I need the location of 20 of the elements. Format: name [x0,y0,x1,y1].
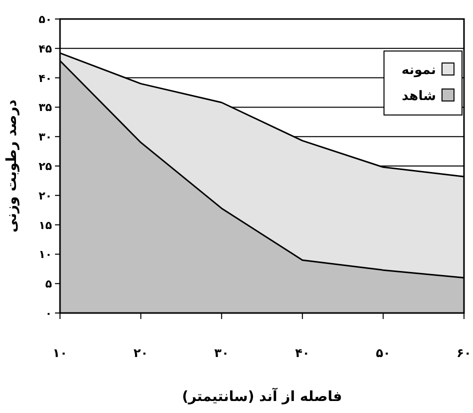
y-tick-label: ۴۵ [38,42,52,56]
legend-label: شاهد [402,89,436,104]
x-tick-label: ۲۰ [133,346,148,360]
x-tick-label: ۳۰ [214,346,229,360]
y-tick-label: ۱۵ [38,218,52,232]
y-tick-label: ۵ [45,278,52,291]
x-tick-label: ۶۰ [456,346,472,360]
y-tick-label: ۱۰ [38,248,52,262]
y-tick-label: ۲۰ [38,189,52,202]
y-tick-label: ۰ [45,307,52,320]
y-axis-title: درصد رطوبت وزنی [4,100,20,232]
y-tick-label: ۳۰ [38,130,52,144]
x-tick-label: ۵۰ [376,346,391,360]
y-tick-label: ۳۵ [38,101,52,114]
x-axis-title: فاصله از آند (سانتیمتر) [182,387,342,405]
y-tick-label: ۵۰ [38,13,52,26]
x-tick-label: ۴۰ [295,346,310,360]
y-tick-label: ۲۵ [38,160,52,173]
y-tick-label: ۴۰ [38,72,52,85]
legend-label: نمونه [401,63,436,78]
